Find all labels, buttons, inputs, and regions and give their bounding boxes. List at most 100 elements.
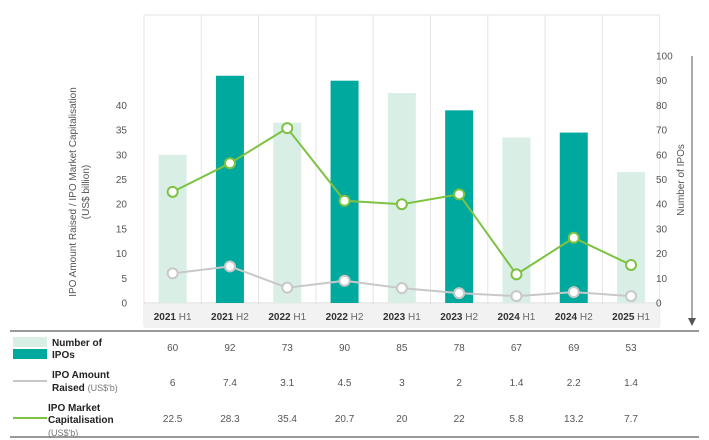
bar-ipos [559, 132, 588, 303]
bar-ipos [387, 93, 416, 303]
point-amount-raised [395, 282, 408, 295]
point-market-cap [453, 188, 466, 201]
right-axis-tick-label: 10 [656, 274, 668, 285]
category-label: 2025 H1 [612, 312, 650, 323]
down-arrow-icon [688, 318, 696, 326]
table-cell: 6 [169, 378, 176, 389]
right-axis-tick-label: 80 [656, 101, 668, 112]
category-label: 2024 H1 [498, 312, 536, 323]
left-axis-tick-label: 35 [116, 126, 128, 137]
left-axis-tick-label: 0 [121, 299, 127, 310]
right-axis-title: Number of IPOs [676, 144, 687, 216]
point-market-cap [510, 268, 523, 281]
table-cell: 22 [453, 414, 465, 425]
legend-amount-line2: Raised [52, 383, 85, 394]
category-label: 2023 H2 [440, 312, 478, 323]
category-label: 2021 H2 [211, 312, 249, 323]
table-cell: 22.5 [162, 414, 183, 425]
left-axis-tick-label: 5 [121, 274, 127, 285]
left-axis-tick-label: 15 [116, 224, 128, 235]
right-axis-tick-label: 70 [656, 126, 668, 137]
point-market-cap [338, 194, 351, 207]
table-cell: 7.7 [624, 414, 638, 425]
legend-swatch-ipos-dark [13, 349, 47, 359]
right-axis-tick-label: 60 [656, 150, 668, 161]
table-cell: 35.4 [277, 414, 297, 425]
table-cell: 53 [625, 343, 637, 354]
legend-swatch-ipos-light [13, 337, 47, 347]
right-axis-tick-label: 20 [656, 249, 668, 260]
legend-amount-unit: (US$'b) [87, 383, 118, 393]
category-label: 2022 H1 [268, 312, 306, 323]
table-cell: 69 [568, 343, 580, 354]
legend-amount-line1: IPO Amount [52, 370, 110, 381]
bar-ipos [617, 172, 646, 303]
category-label: 2024 H2 [555, 312, 593, 323]
category-label: 2023 H1 [383, 312, 421, 323]
legend-swatch-mcap [13, 417, 47, 419]
bar-ipos [273, 122, 302, 303]
table-cell: 2 [456, 378, 462, 389]
left-axis-tick-label: 10 [116, 249, 128, 260]
left-axis-tick-label: 40 [116, 101, 128, 112]
point-amount-raised [166, 267, 179, 280]
point-amount-raised [510, 290, 523, 303]
category-label: 2022 H2 [326, 312, 364, 323]
table-cell: 20.7 [334, 414, 355, 425]
table-cell: 85 [396, 343, 408, 354]
bar-ipos [330, 80, 359, 303]
point-market-cap [281, 122, 294, 135]
table-cell: 92 [224, 343, 236, 354]
table-cell: 13.2 [564, 414, 584, 425]
point-market-cap [625, 258, 638, 271]
right-axis-tick-label: 0 [656, 299, 662, 310]
table-cell: 3.1 [280, 378, 295, 389]
left-axis-title: IPO Amount Raised / IPO Market Capitalis… [68, 87, 79, 297]
right-axis-tick-label: 100 [656, 52, 673, 63]
bar-ipos [158, 154, 187, 303]
point-market-cap [395, 198, 408, 211]
left-axis-tick-label: 20 [116, 200, 128, 211]
left-axis-title-unit: (US$ billion) [81, 165, 92, 219]
right-axis-tick-label: 50 [656, 175, 668, 186]
legend-mcap-unit: (US$'b) [48, 428, 79, 438]
right-axis-tick-label: 40 [656, 200, 668, 211]
table-cell: 20 [396, 414, 408, 425]
table-cell: 3 [399, 378, 405, 389]
table-cell: 4.5 [337, 378, 352, 389]
right-axis-tick-label: 90 [656, 76, 668, 87]
left-axis-tick-label: 25 [116, 175, 128, 186]
category-band [144, 304, 660, 328]
table-cell: 1.4 [509, 378, 524, 389]
point-amount-raised [625, 290, 638, 303]
legend-mcap-line1: IPO Market [48, 403, 101, 414]
table-cell: 7.4 [222, 378, 237, 389]
legend-swatch-amount [13, 380, 47, 382]
table-cell: 73 [281, 343, 293, 354]
table-cell: 28.3 [220, 414, 240, 425]
legend-ipos-line1: Number of [52, 338, 102, 349]
point-amount-raised [567, 286, 580, 299]
table-cell: 60 [167, 343, 179, 354]
legend-label-ipos: Number of IPOs [52, 338, 102, 362]
legend-ipos-line2: IPOs [52, 350, 75, 361]
table-cell: 1.4 [624, 378, 638, 389]
point-amount-raised [338, 274, 351, 287]
table-cell: 67 [510, 343, 522, 354]
point-amount-raised [223, 260, 236, 273]
right-axis-tick-label: 30 [656, 224, 668, 235]
table-cell: 78 [453, 343, 465, 354]
point-market-cap [223, 157, 236, 170]
table-cell: 2.2 [566, 378, 581, 389]
category-label: 2021 H1 [154, 312, 192, 323]
point-market-cap [166, 185, 179, 198]
legend-mcap-line2: Capitalisation [48, 415, 114, 426]
table-cell: 5.8 [509, 414, 524, 425]
point-amount-raised [281, 281, 294, 294]
point-amount-raised [453, 287, 466, 300]
legend-label-amount: IPO Amount Raised (US$'b) [52, 370, 118, 395]
point-market-cap [567, 231, 580, 244]
left-axis-tick-label: 30 [116, 150, 128, 161]
table-cell: 90 [338, 343, 351, 354]
